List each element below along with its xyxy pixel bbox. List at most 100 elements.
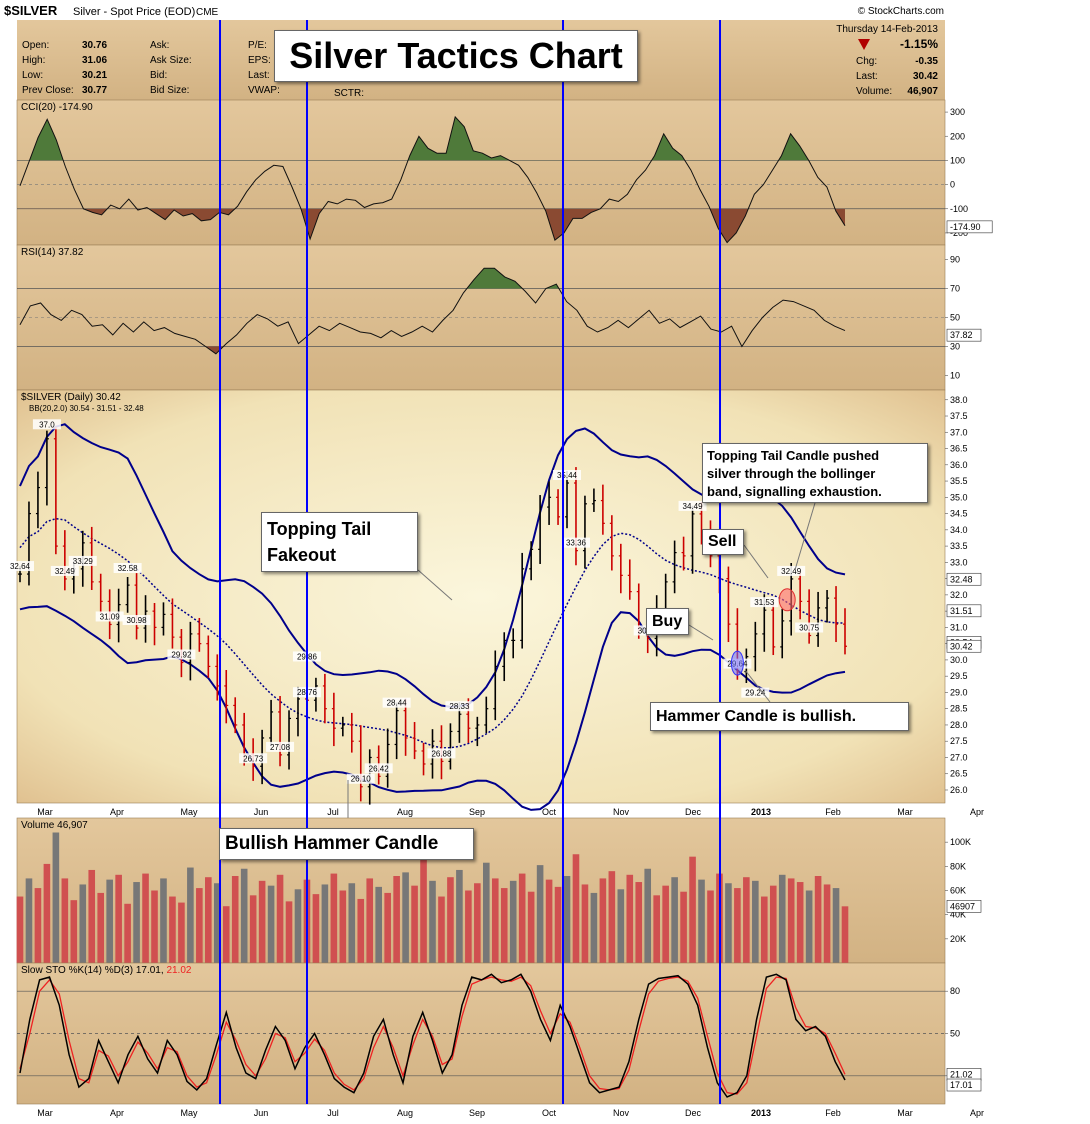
x-axis-label: Mar	[37, 807, 53, 817]
price-point-label: 30.75	[799, 624, 820, 633]
price-point-label: 32.49	[55, 567, 76, 576]
price-bars	[18, 426, 847, 805]
volume-bar	[491, 878, 499, 963]
volume-bar	[680, 891, 687, 963]
x-axis-label: Oct	[542, 1108, 557, 1118]
last-value-tag: 30.42	[950, 641, 973, 651]
y-tick-label: 37.0	[950, 427, 968, 437]
sell-text: Sell	[708, 533, 737, 550]
y-tick-label: 33.0	[950, 557, 968, 567]
bullish-hammer-callout: Bullish Hammer Candle	[219, 828, 474, 860]
y-tick-label: 100K	[950, 837, 971, 847]
cci-oversold-fill	[20, 208, 845, 243]
x-axis-label: Apr	[970, 807, 984, 817]
volume-bar	[599, 878, 607, 963]
change-percent: -1.15%	[900, 37, 938, 51]
volume-bar	[671, 877, 678, 963]
y-tick-label: -100	[950, 204, 968, 214]
volume-bar	[222, 906, 230, 963]
cci-overbought-fill	[29, 116, 809, 161]
y-tick-label: 27.0	[950, 752, 968, 762]
volume-bar	[563, 876, 571, 963]
callout-pointer	[794, 502, 816, 571]
volume-bar	[160, 878, 167, 963]
volume-bar	[106, 879, 113, 963]
stat-label: Prev Close:	[22, 85, 74, 96]
y-tick-label: 60K	[950, 886, 966, 896]
stochastic-k-line	[19, 973, 846, 1098]
volume-bar	[43, 863, 51, 963]
symbol: $SILVER	[4, 3, 58, 18]
stat-label: Ask Size:	[150, 55, 192, 66]
y-tick-label: 50	[950, 313, 960, 323]
rsi-title: RSI(14) 37.82	[21, 247, 84, 258]
y-tick-label: 26.5	[950, 769, 968, 779]
price-point-label: 29.92	[171, 651, 192, 660]
price-point-label: 28.44	[387, 699, 408, 708]
stat-value: 30.77	[82, 85, 107, 96]
volume-bar	[258, 880, 266, 963]
chart-title: Silver Tactics Chart	[274, 30, 638, 82]
y-tick-label: 29.0	[950, 687, 968, 697]
last-value-tag: 17.01	[950, 1080, 973, 1090]
sctr-label: SCTR:	[334, 88, 364, 99]
stat-label: Bid:	[150, 70, 167, 81]
buy-callout: Buy	[646, 608, 689, 635]
x-axis-label: Feb	[825, 807, 841, 817]
volume-bar	[787, 878, 795, 963]
price-point-label: 32.58	[118, 564, 139, 573]
stat-label: Last:	[248, 70, 270, 81]
volume-bar	[213, 883, 221, 963]
price-point-label: 33.29	[73, 557, 94, 566]
stat-label: Chg:	[856, 56, 877, 67]
topping-tail-fakeout-callout: Topping Tail Fakeout	[261, 512, 418, 572]
x-axis-label: Feb	[825, 1108, 841, 1118]
x-axis-label: Mar	[37, 1108, 53, 1118]
last-value-tag: 46907	[950, 901, 975, 911]
volume-bar	[133, 882, 140, 963]
y-tick-label: 37.5	[950, 411, 968, 421]
x-axis-label: Aug	[397, 1108, 413, 1118]
y-tick-label: 20K	[950, 934, 966, 944]
volume-bar	[743, 877, 750, 963]
rsi-line	[19, 267, 846, 355]
volume-bar	[527, 891, 535, 963]
hammer-bullish-callout: Hammer Candle is bullish.	[650, 702, 909, 731]
volume-bar	[276, 874, 284, 963]
volume-bar	[832, 888, 840, 963]
volume-bar	[25, 878, 33, 963]
volume-bar	[205, 877, 212, 963]
y-tick-label: 31.0	[950, 622, 968, 632]
x-axis-label: Jul	[327, 807, 339, 817]
volume-bar	[653, 895, 660, 963]
volume-bar	[626, 874, 634, 963]
volume-bar	[805, 890, 813, 963]
x-axis-label: Jun	[254, 1108, 269, 1118]
bollinger-lower	[19, 605, 846, 811]
volume-bar	[115, 874, 122, 963]
volume-title: Volume 46,907	[21, 820, 88, 831]
volume-bar	[79, 884, 87, 963]
y-tick-label: 80	[950, 986, 960, 996]
volume-bar	[187, 867, 194, 963]
stat-label: Volume:	[856, 86, 892, 97]
volume-bar	[662, 885, 669, 963]
volume-bar	[734, 888, 741, 963]
volume-bar	[357, 898, 365, 963]
buy-text: Buy	[652, 613, 683, 630]
topping-tail-fakeout-text: Topping Tail Fakeout	[267, 519, 372, 565]
x-axis-label: Aug	[397, 807, 413, 817]
stochastic-d-line	[19, 976, 846, 1095]
y-tick-label: 28.5	[950, 704, 968, 714]
y-tick-label: 34.5	[950, 509, 968, 519]
x-axis-label: Mar	[897, 807, 913, 817]
volume-bar	[169, 896, 176, 963]
volume-bar	[769, 885, 777, 963]
header: $SILVER Silver - Spot Price (EOD) CME © …	[4, 3, 944, 18]
x-axis-label: Nov	[613, 1108, 630, 1118]
last-value-tag: -174.90	[950, 222, 981, 232]
y-tick-label: 32.0	[950, 590, 968, 600]
x-axis-label: Apr	[970, 1108, 984, 1118]
volume-bar	[617, 889, 625, 963]
price-point-label: 31.09	[100, 612, 121, 621]
